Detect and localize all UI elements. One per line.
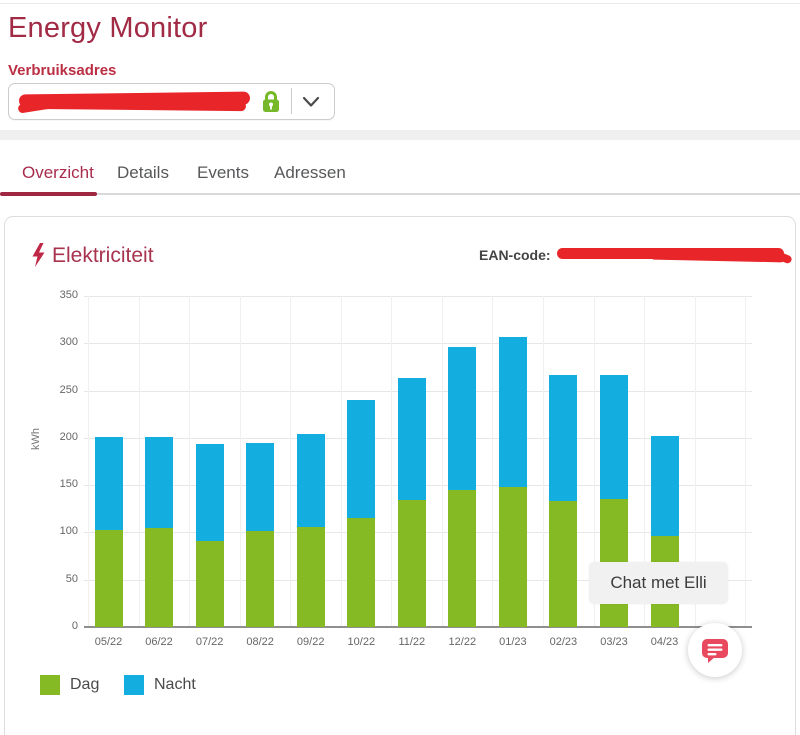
- bar-nacht-01/23[interactable]: [498, 336, 527, 487]
- gridline-x: [88, 296, 89, 627]
- y-tick-label: 150: [59, 478, 78, 491]
- x-tick-label: 09/22: [296, 636, 325, 648]
- x-axis-line: [84, 626, 752, 628]
- bar-nacht-06/22[interactable]: [145, 436, 173, 528]
- legend-label-dag: Dag: [70, 676, 100, 693]
- bar-nacht-04/23[interactable]: [650, 436, 679, 537]
- y-tick-label: 100: [59, 525, 78, 538]
- address-box-divider: [291, 88, 292, 114]
- x-tick-label: 03/23: [600, 636, 628, 648]
- y-tick-label: 250: [59, 383, 78, 396]
- gridline-y-350: [84, 296, 752, 297]
- gridline-x: [543, 296, 544, 627]
- gridline-x: [239, 296, 241, 627]
- gridline-x: [138, 296, 140, 627]
- bar-nacht-08/22[interactable]: [246, 442, 275, 531]
- gridline-y-300: [84, 343, 752, 345]
- legend-swatch-nacht: [124, 675, 144, 695]
- y-tick-label: 50: [65, 572, 78, 585]
- y-tick-label: 350: [59, 289, 78, 301]
- bar-nacht-11/22[interactable]: [397, 378, 426, 501]
- x-tick-label: 12/22: [448, 636, 477, 648]
- bar-nacht-09/22[interactable]: [296, 434, 325, 527]
- bar-dag-05/22[interactable]: [94, 529, 123, 627]
- ean-code-label: EAN-code:: [479, 247, 551, 263]
- bar-nacht-02/23[interactable]: [549, 374, 578, 502]
- lock-icon: [260, 89, 282, 113]
- bar-nacht-07/22[interactable]: [195, 443, 224, 541]
- gridline-x: [694, 296, 696, 627]
- bar-nacht-03/23[interactable]: [600, 375, 628, 500]
- page-title: Energy Monitor: [8, 12, 208, 44]
- gridline-x: [492, 296, 494, 627]
- bar-nacht-05/22[interactable]: [94, 436, 123, 530]
- x-tick-label: 10/22: [347, 636, 376, 648]
- gridline-x: [290, 296, 292, 627]
- bar-dag-11/22[interactable]: [397, 500, 426, 627]
- y-tick-label: 0: [71, 620, 78, 632]
- bar-dag-07/22[interactable]: [195, 540, 224, 627]
- bar-dag-08/22[interactable]: [246, 530, 275, 627]
- legend-label-nacht: Nacht: [154, 676, 196, 693]
- chat-button[interactable]: [688, 623, 742, 677]
- active-tab-indicator: [0, 192, 97, 196]
- top-divider: [0, 3, 800, 4]
- tab-adressen[interactable]: Adressen: [274, 163, 346, 182]
- x-tick-label: 02/23: [549, 636, 578, 648]
- gridline-x: [391, 296, 393, 627]
- x-tick-label: 07/22: [195, 636, 224, 648]
- bar-dag-02/23[interactable]: [549, 501, 578, 627]
- chat-tooltip[interactable]: Chat met Elli: [589, 562, 728, 604]
- x-tick-label: 08/22: [246, 636, 274, 648]
- tab-overzicht[interactable]: Overzicht: [22, 163, 94, 182]
- bar-dag-06/22[interactable]: [145, 527, 173, 627]
- tabbar-underline: [0, 193, 800, 195]
- x-tick-label: 06/22: [145, 636, 173, 648]
- address-label: Verbruiksadres: [8, 62, 117, 79]
- gridline-x: [593, 296, 595, 627]
- chat-tooltip-label: Chat met Elli: [610, 573, 707, 592]
- gridline-x: [189, 296, 191, 627]
- chevron-down-icon[interactable]: [301, 95, 321, 109]
- section-divider-band: [0, 130, 800, 140]
- card-title: Elektriciteit: [52, 244, 154, 267]
- x-tick-label: 04/23: [650, 636, 679, 648]
- bar-dag-09/22[interactable]: [296, 526, 325, 627]
- x-tick-label: 05/22: [94, 636, 123, 648]
- stacked-bar-chart: 0 50 100 150 200 250 300 350 05/22 06/22 07/22 08/2…: [60, 289, 752, 648]
- legend-swatch-dag: [40, 675, 60, 695]
- gridline-x: [441, 296, 443, 627]
- gridline-x: [745, 296, 747, 627]
- tab-details[interactable]: Details: [117, 163, 169, 182]
- y-tick-label: 300: [59, 336, 78, 349]
- x-tick-label: 01/23: [499, 636, 527, 648]
- lightning-icon: [30, 242, 46, 268]
- gridline-x: [644, 296, 646, 627]
- y-axis-title: kWh: [30, 428, 42, 450]
- chat-bubble-icon: [700, 636, 730, 664]
- bar-nacht-12/22[interactable]: [448, 347, 477, 490]
- bar-nacht-10/22[interactable]: [347, 400, 376, 519]
- gridline-x: [340, 296, 342, 627]
- bar-dag-01/23[interactable]: [498, 487, 527, 627]
- y-tick-label: 200: [59, 430, 78, 443]
- bar-dag-10/22[interactable]: [347, 518, 376, 627]
- bar-dag-12/22[interactable]: [448, 489, 477, 627]
- tab-events[interactable]: Events: [197, 163, 249, 182]
- x-tick-label: 11/22: [398, 636, 426, 648]
